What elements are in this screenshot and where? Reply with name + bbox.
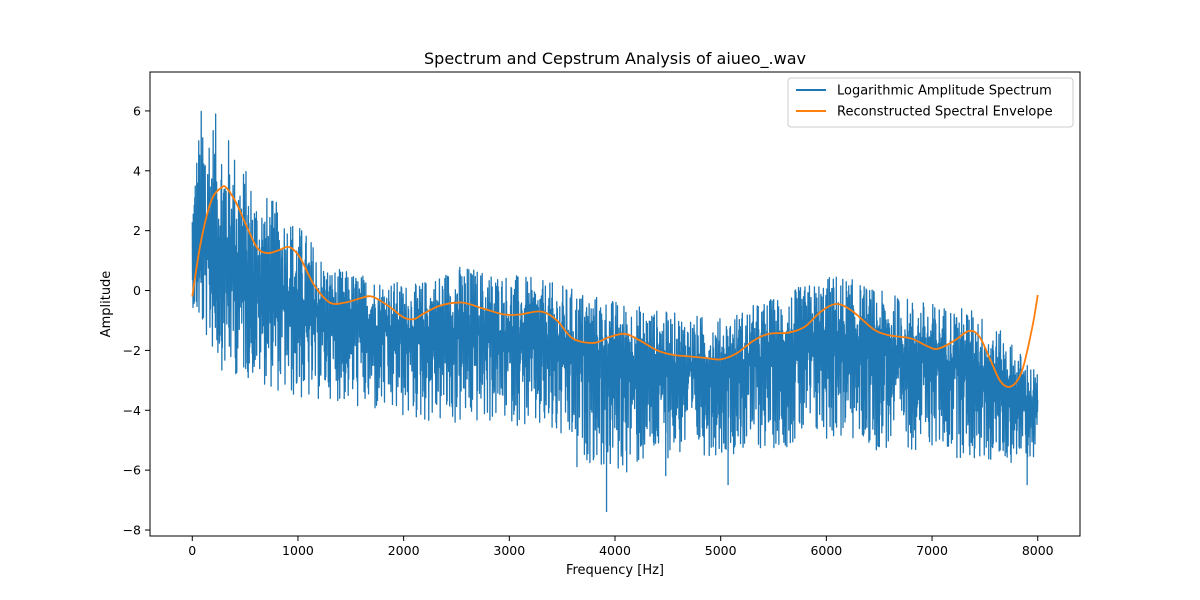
chart-title: Spectrum and Cepstrum Analysis of aiueo_… (424, 49, 806, 69)
series-line-spectrum (191, 110, 1039, 513)
x-tick-label: 0 (188, 543, 196, 558)
x-axis-label: Frequency [Hz] (566, 563, 664, 578)
legend-box (787, 77, 1074, 128)
legend-label-spectrum: Logarithmic Amplitude Spectrum (837, 84, 1052, 99)
x-axis: 0 1000 2000 3000 4000 5000 6000 7000 8000 (188, 536, 1054, 558)
x-tick-label: 8000 (1022, 543, 1054, 558)
legend-label-envelope: Reconstructed Spectral Envelope (837, 105, 1053, 120)
x-tick-label: 7000 (916, 543, 948, 558)
y-tick-label: −4 (123, 403, 141, 418)
x-tick-label: 1000 (282, 543, 314, 558)
x-tick-label: 2000 (388, 543, 420, 558)
y-tick-label: −2 (123, 343, 141, 358)
x-tick-label: 4000 (599, 543, 631, 558)
y-axis: −8 −6 −4 −2 0 2 4 6 (123, 103, 150, 538)
x-tick-label: 3000 (493, 543, 525, 558)
x-tick-label: 6000 (810, 543, 842, 558)
y-tick-label: −6 (123, 463, 141, 478)
x-tick-label: 5000 (705, 543, 737, 558)
series-line-envelope (191, 185, 1039, 388)
legend: Logarithmic Amplitude Spectrum Reconstru… (787, 77, 1074, 128)
y-tick-label: 2 (133, 223, 141, 238)
plot-area (149, 71, 1081, 537)
y-tick-label: −8 (123, 523, 141, 538)
y-tick-label: 6 (133, 103, 141, 118)
y-tick-label: 0 (133, 283, 141, 298)
y-tick-label: 4 (133, 163, 141, 178)
series-layer (191, 110, 1039, 513)
y-axis-label: Amplitude (99, 271, 114, 338)
